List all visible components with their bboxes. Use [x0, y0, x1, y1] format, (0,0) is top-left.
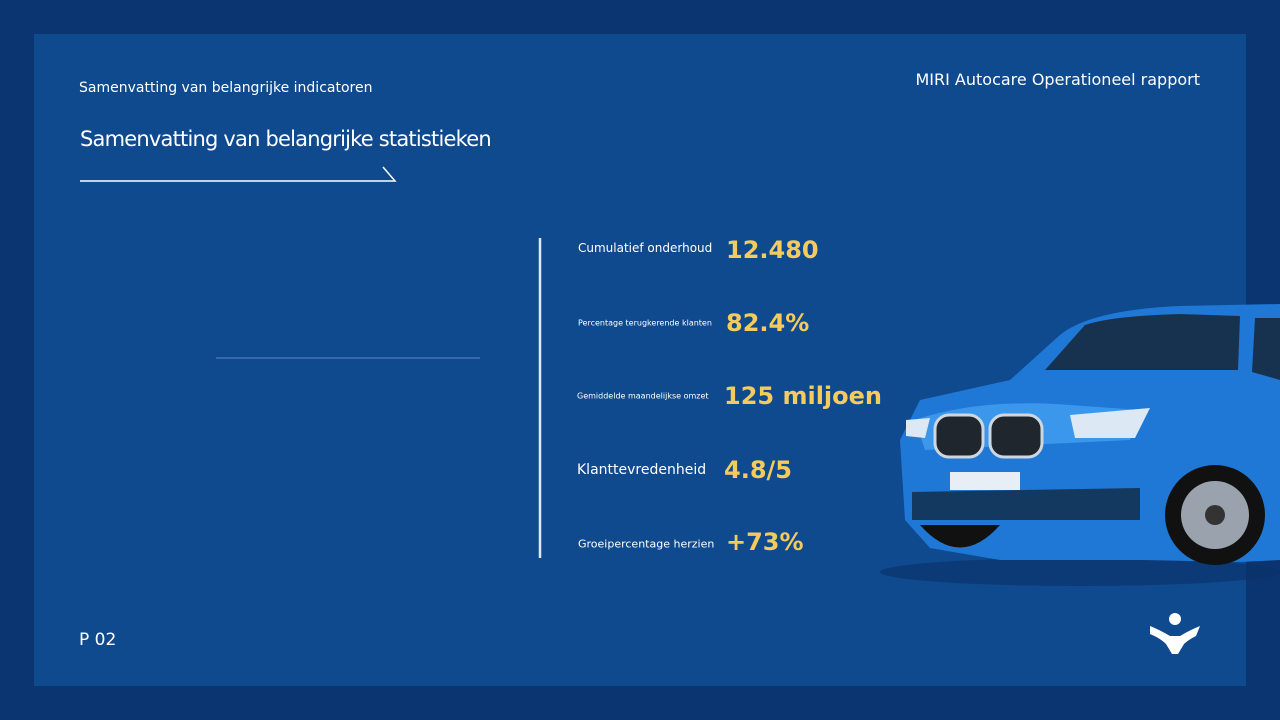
title-underline: [80, 166, 397, 182]
stat-value: 12.480: [726, 236, 819, 264]
stat-label: Cumulatief onderhoud: [578, 241, 713, 255]
stat-label: Groeipercentage herzien: [578, 537, 715, 551]
page-number: P 02: [79, 630, 117, 650]
stat-value: 4.8/5: [724, 456, 792, 484]
subtitle: Samenvatting van belangrijke indicatoren: [79, 80, 373, 96]
car: [880, 304, 1280, 586]
stat-label: Klanttevredenheid: [577, 462, 707, 478]
stat-value: 82.4%: [726, 309, 810, 337]
stat-label: Gemiddelde maandelijkse omzet: [577, 391, 709, 401]
brand: MIRI Autocare Operationeel rapport: [915, 70, 1200, 89]
stat-value: +73%: [726, 528, 804, 556]
stat-value: 125 miljoen: [724, 382, 882, 410]
slide-title: Samenvatting van belangrijke statistieke…: [80, 127, 492, 151]
stat-label: Percentage terugkerende klanten: [578, 318, 712, 328]
logo: [1150, 613, 1200, 654]
